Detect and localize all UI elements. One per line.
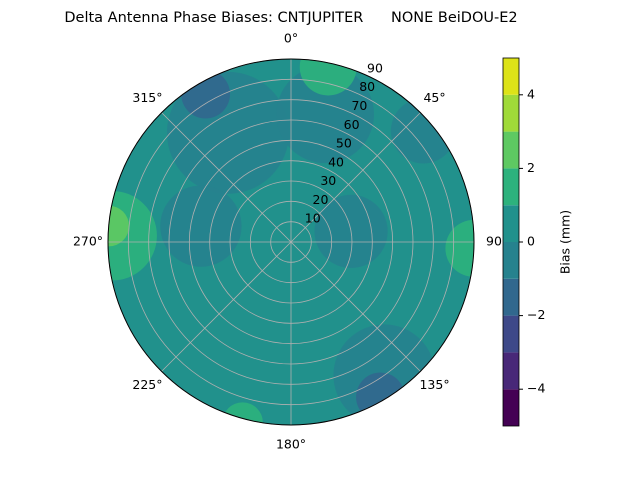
r-tick-label: 50 [336, 136, 352, 151]
contour-region [390, 98, 456, 164]
contour-region [160, 185, 242, 267]
colorbar-tick-label: 0 [527, 234, 535, 249]
colorbar-band [503, 94, 519, 132]
angular-grid-line [161, 112, 292, 243]
r-tick-label: 60 [344, 117, 360, 132]
theta-tick-label: 180° [276, 437, 306, 452]
colorbar-band [503, 205, 519, 242]
colorbar-tick-label: −2 [527, 307, 545, 322]
r-tick-label: 20 [313, 192, 329, 207]
colorbar-band [503, 315, 519, 353]
colorbar-tick-label: 2 [527, 160, 535, 175]
colorbar-band [503, 389, 519, 426]
colorbar-label: Bias (mm) [558, 210, 573, 274]
colorbar-band [503, 352, 519, 390]
theta-tick-label: 0° [284, 31, 298, 46]
theta-tick-label: 270° [73, 234, 103, 249]
contour-region [222, 402, 263, 425]
chart-title: Delta Antenna Phase Biases: CNTJUPITER N… [64, 10, 517, 26]
theta-tick-label: 315° [132, 90, 162, 105]
r-tick-label: 80 [359, 79, 375, 94]
overlay: 1020304050607080900°45°90135°180°225°270… [73, 31, 546, 452]
angular-grid-line [290, 241, 421, 372]
colorbar-band [503, 168, 519, 206]
colorbar-band [503, 58, 519, 95]
colorbar-tick-label: 4 [527, 86, 535, 101]
r-tick-label: 90 [367, 60, 383, 75]
r-tick-label: 30 [320, 173, 336, 188]
r-tick-label: 10 [305, 211, 321, 226]
contour-region [356, 372, 405, 422]
theta-tick-label: 225° [132, 377, 162, 392]
polar-frame [107, 58, 475, 426]
colorbar-tick-label: −4 [527, 381, 545, 396]
theta-tick-label: 90 [486, 234, 502, 249]
angular-grid-line [161, 241, 292, 372]
colorbar-band [503, 131, 519, 169]
colorbar-band [503, 242, 519, 279]
r-tick-label: 40 [328, 154, 344, 169]
r-tick-label: 70 [351, 98, 367, 113]
theta-tick-label: 45° [423, 90, 445, 105]
angular-grid-line [290, 112, 421, 243]
contour-region [299, 59, 357, 96]
theta-tick-label: 135° [419, 377, 449, 392]
colorbar-band [503, 278, 519, 316]
